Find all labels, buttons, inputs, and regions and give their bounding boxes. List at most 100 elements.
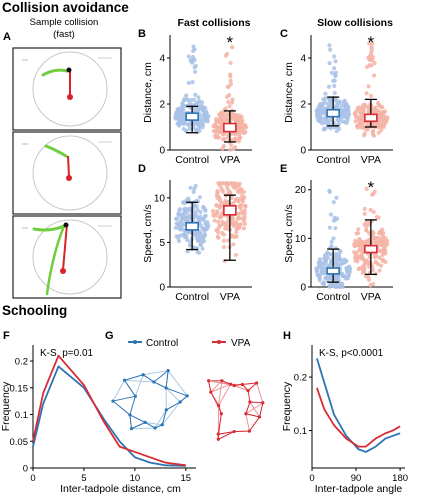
data-point	[196, 100, 201, 105]
network-edge	[134, 374, 144, 397]
network-node	[247, 429, 252, 433]
network-edge	[249, 401, 260, 418]
network-edge	[249, 401, 263, 404]
data-point	[322, 100, 327, 105]
network-node	[133, 394, 137, 398]
data-point	[366, 264, 372, 269]
y-tick-label: 0	[159, 146, 165, 157]
data-point	[333, 97, 338, 102]
network-edge	[112, 380, 125, 402]
network-node	[216, 432, 220, 436]
network-edge	[112, 400, 131, 416]
data-point	[362, 211, 367, 216]
x-tick-label: VPA	[361, 154, 381, 166]
data-point	[322, 107, 328, 112]
data-point	[191, 44, 196, 49]
data-point	[318, 110, 323, 115]
network-edge	[153, 370, 169, 383]
data-point	[363, 239, 368, 244]
network-edge	[145, 421, 163, 426]
data-point	[204, 110, 209, 115]
data-point	[345, 114, 351, 119]
data-point	[331, 54, 337, 59]
data-point	[331, 218, 336, 223]
data-point	[329, 70, 335, 75]
data-point	[197, 125, 202, 130]
data-point	[344, 101, 349, 106]
data-point	[225, 84, 230, 90]
data-point	[368, 207, 373, 212]
data-point	[190, 80, 195, 85]
data-point	[356, 227, 361, 232]
data-point	[377, 109, 382, 114]
data-point	[228, 78, 233, 83]
data-point	[321, 127, 326, 132]
data-point	[180, 102, 185, 108]
data-point	[184, 198, 189, 203]
network-edge	[124, 374, 144, 381]
data-point	[223, 226, 228, 231]
network-edge	[242, 382, 257, 385]
data-point	[342, 257, 347, 262]
significance-star: *	[368, 178, 375, 197]
data-point	[317, 277, 322, 283]
data-point	[216, 129, 221, 134]
data-point	[239, 114, 244, 119]
data-point	[362, 270, 367, 275]
data-point	[200, 120, 205, 125]
y-tick-label: 10	[154, 193, 166, 204]
data-point	[374, 254, 379, 259]
data-point	[383, 236, 388, 241]
data-point	[362, 222, 367, 227]
data-point	[377, 268, 382, 273]
data-point	[235, 226, 240, 231]
series-line-control	[32, 365, 186, 467]
data-point	[180, 232, 186, 237]
median-box	[185, 112, 199, 121]
data-point	[186, 230, 191, 235]
data-point	[200, 125, 205, 130]
data-point	[224, 51, 230, 57]
data-point	[226, 99, 231, 105]
data-point	[241, 189, 246, 194]
network-node	[152, 380, 156, 384]
data-point	[215, 188, 220, 194]
data-point	[371, 133, 376, 138]
data-point	[371, 129, 376, 134]
data-point	[366, 230, 372, 236]
x-tick-label: VPA	[220, 154, 240, 166]
data-point	[215, 135, 220, 140]
dots-control	[173, 183, 211, 255]
data-point	[326, 84, 332, 89]
legend-marker-control	[133, 340, 137, 344]
data-point	[173, 225, 178, 230]
data-point	[377, 255, 382, 261]
data-point	[198, 242, 204, 247]
tadpole-track	[44, 144, 68, 158]
data-point	[218, 200, 224, 205]
x-tick-label: VPA	[361, 291, 381, 303]
data-point	[371, 231, 376, 236]
data-point	[197, 128, 202, 134]
network-edge	[210, 391, 219, 406]
network-edge	[131, 421, 146, 430]
data-point	[216, 219, 221, 224]
data-point	[377, 248, 382, 253]
data-point	[196, 235, 201, 240]
data-point	[377, 238, 383, 243]
section-title-schooling: Schooling	[2, 303, 68, 318]
data-point	[229, 181, 235, 186]
data-point	[233, 137, 238, 142]
data-point	[314, 269, 320, 274]
data-point	[330, 105, 335, 110]
network-edge	[259, 402, 264, 418]
network-node	[122, 378, 127, 382]
data-point	[333, 260, 338, 265]
data-point	[192, 65, 197, 70]
network-node	[232, 429, 236, 434]
legend-label-control: Control	[146, 338, 178, 349]
data-point	[181, 120, 186, 125]
data-point	[333, 284, 338, 290]
